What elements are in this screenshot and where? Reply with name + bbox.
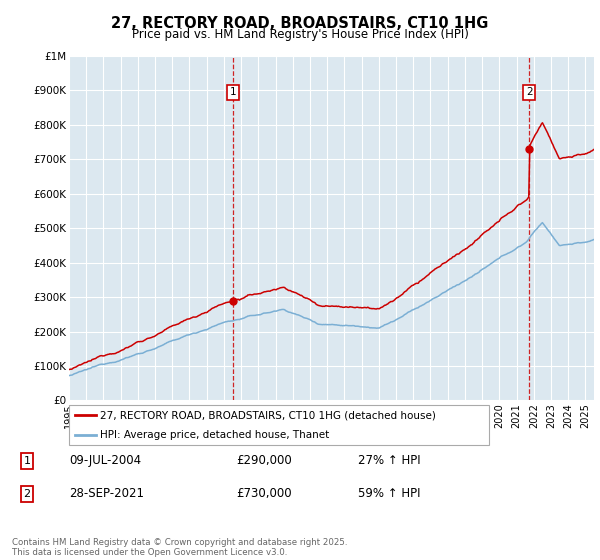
Text: 09-JUL-2004: 09-JUL-2004	[70, 454, 142, 468]
Text: 27, RECTORY ROAD, BROADSTAIRS, CT10 1HG: 27, RECTORY ROAD, BROADSTAIRS, CT10 1HG	[112, 16, 488, 31]
Text: Contains HM Land Registry data © Crown copyright and database right 2025.
This d: Contains HM Land Registry data © Crown c…	[12, 538, 347, 557]
Text: 28-SEP-2021: 28-SEP-2021	[70, 487, 145, 501]
Text: 27, RECTORY ROAD, BROADSTAIRS, CT10 1HG (detached house): 27, RECTORY ROAD, BROADSTAIRS, CT10 1HG …	[101, 410, 436, 421]
Text: 2: 2	[526, 87, 533, 97]
Text: 1: 1	[23, 456, 31, 466]
Text: Price paid vs. HM Land Registry's House Price Index (HPI): Price paid vs. HM Land Registry's House …	[131, 28, 469, 41]
Text: £290,000: £290,000	[236, 454, 292, 468]
Text: 1: 1	[230, 87, 236, 97]
Text: 59% ↑ HPI: 59% ↑ HPI	[358, 487, 420, 501]
Text: HPI: Average price, detached house, Thanet: HPI: Average price, detached house, Than…	[101, 430, 330, 440]
Text: 27% ↑ HPI: 27% ↑ HPI	[358, 454, 420, 468]
Text: £730,000: £730,000	[236, 487, 292, 501]
Text: 2: 2	[23, 489, 31, 499]
